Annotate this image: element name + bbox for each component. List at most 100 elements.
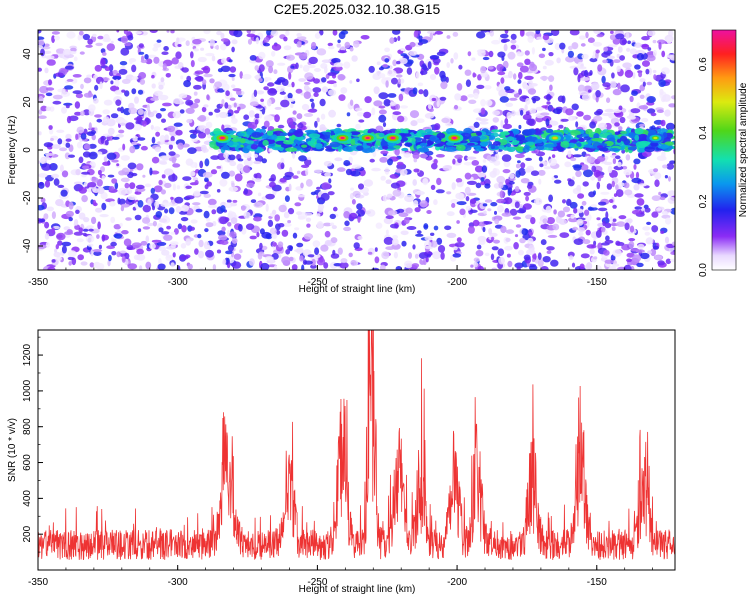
heatmap-cell	[515, 170, 521, 178]
heatmap-cell	[490, 144, 496, 150]
heatmap-cell	[667, 196, 675, 204]
heatmap-cell	[307, 156, 311, 161]
heatmap-cell	[612, 263, 620, 267]
heatmap-cell	[562, 206, 571, 213]
heatmap-cell	[640, 252, 650, 260]
heatmap-cell	[472, 72, 476, 78]
heatmap-cell	[172, 252, 176, 258]
heatmap-cell	[143, 110, 147, 119]
heatmap-cell	[577, 193, 585, 199]
heatmap-cell	[666, 163, 675, 170]
heatmap-cell	[507, 189, 511, 196]
heatmap-cell	[170, 196, 174, 200]
heatmap-cell	[658, 191, 662, 196]
heatmap-cell	[222, 258, 227, 265]
heatmap-cell	[581, 200, 587, 206]
heatmap-cell	[92, 249, 103, 253]
heatmap-cell	[102, 161, 111, 166]
heatmap-cell	[637, 133, 649, 141]
heatmap-cell	[588, 89, 592, 93]
heatmap-cell	[589, 57, 598, 63]
heatmap-cell	[290, 65, 295, 69]
heatmap-cell	[634, 134, 640, 141]
heatmap-cell	[92, 97, 99, 104]
heatmap-cell	[331, 57, 341, 64]
heatmap-cell	[144, 183, 152, 188]
heatmap-cell	[634, 64, 641, 70]
heatmap-cell	[627, 40, 631, 45]
heatmap-cell	[261, 158, 267, 164]
heatmap-cell	[55, 48, 65, 54]
heatmap-cell	[80, 133, 87, 140]
heatmap-cell	[372, 73, 382, 80]
heatmap-cell	[395, 266, 402, 270]
heatmap-cell	[50, 137, 54, 142]
heatmap-cell	[163, 46, 169, 51]
heatmap-cell	[57, 184, 65, 188]
heatmap-cell	[165, 73, 171, 78]
heatmap-cell	[381, 251, 390, 260]
heatmap-cell	[283, 45, 292, 51]
heatmap-cell	[324, 66, 328, 74]
heatmap-cell	[616, 139, 622, 143]
heatmap-cell	[260, 98, 264, 103]
heatmap-cell	[670, 207, 675, 215]
heatmap-cell	[113, 224, 122, 230]
heatmap-cell	[82, 228, 89, 232]
heatmap-cell	[642, 60, 650, 67]
heatmap-cell	[232, 88, 242, 92]
heatmap-cell	[301, 103, 310, 111]
heatmap-cell	[82, 232, 87, 237]
heatmap-cell	[210, 155, 220, 160]
heatmap-cell	[568, 255, 574, 260]
heatmap-cell	[296, 211, 303, 216]
heatmap-cell	[496, 175, 506, 184]
heatmap-cell	[616, 65, 621, 73]
heatmap-cell	[491, 236, 495, 241]
heatmap-cell	[501, 38, 510, 43]
y-tick-label: 400	[22, 490, 33, 507]
heatmap-cell	[160, 77, 165, 83]
heatmap-cell	[626, 47, 631, 52]
heatmap-cell	[314, 32, 321, 39]
heatmap-cell	[314, 120, 318, 128]
heatmap-cell	[425, 257, 429, 263]
heatmap-cell	[654, 179, 660, 187]
heatmap-cell	[514, 234, 519, 238]
heatmap-cell	[343, 226, 352, 232]
heatmap-cell	[479, 141, 489, 147]
heatmap-cell	[83, 143, 91, 150]
heatmap-cell	[429, 74, 437, 80]
heatmap-cell	[316, 117, 320, 123]
heatmap-cell	[352, 190, 361, 198]
heatmap-cell	[127, 162, 137, 170]
heatmap-cell	[264, 115, 275, 121]
heatmap-cell	[101, 234, 106, 242]
heatmap-cell	[230, 84, 236, 89]
heatmap-cell	[288, 72, 292, 80]
heatmap-cell	[100, 136, 105, 144]
heatmap-cell	[542, 256, 551, 263]
heatmap-cell	[120, 106, 124, 114]
heatmap-cell	[190, 219, 198, 224]
heatmap-cell	[125, 188, 133, 195]
heatmap-cell	[203, 73, 213, 78]
heatmap-cell	[445, 146, 458, 152]
heatmap-cell	[64, 152, 70, 160]
heatmap-cell	[291, 81, 295, 88]
heatmap-cell	[246, 33, 256, 38]
heatmap-cell	[538, 53, 546, 59]
heatmap-cell	[357, 235, 363, 240]
heatmap-cell	[584, 209, 590, 216]
heatmap-cell	[112, 75, 122, 80]
heatmap-cell	[387, 158, 393, 166]
heatmap-cell	[612, 158, 617, 165]
heatmap-cell	[338, 94, 346, 101]
heatmap-cell	[628, 240, 635, 249]
heatmap-cell	[137, 137, 146, 141]
heatmap-cell	[185, 195, 195, 200]
heatmap-cell	[446, 35, 451, 39]
heatmap-cell	[555, 215, 562, 224]
x-tick-label: -300	[168, 577, 188, 588]
heatmap-cell	[659, 196, 666, 201]
